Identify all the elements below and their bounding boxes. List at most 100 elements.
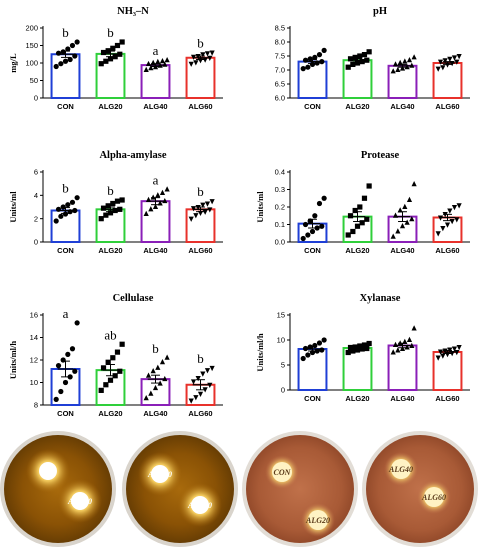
data-point <box>406 196 413 202</box>
data-point <box>164 186 170 192</box>
data-point <box>119 341 125 347</box>
y-tick-label: 200 <box>25 24 38 33</box>
data-point <box>350 348 356 354</box>
data-point <box>364 345 370 352</box>
data-point <box>305 232 311 238</box>
chart-2: pH 6.0 6.5 7.0 7.5 8.0 8.5 CON ALG20 ALG40 ALG60 <box>275 6 470 111</box>
data-point <box>197 391 204 397</box>
data-point <box>406 336 413 342</box>
data-point <box>200 52 206 58</box>
data-point <box>435 231 441 237</box>
data-point <box>69 42 76 49</box>
charts-layer: NH₃–Nmg/L050100150200CONbALG20bALG40aALG… <box>8 6 470 418</box>
y-tick-label: 6.0 <box>275 94 285 103</box>
plate-4-label-1: ALG40 <box>388 465 413 474</box>
y-tick-label: 0.3 <box>275 185 285 194</box>
data-point <box>112 54 118 60</box>
significance-letter: a <box>153 173 159 188</box>
data-point <box>392 341 399 347</box>
plate-3-disc-1 <box>272 462 292 482</box>
data-point <box>319 223 325 229</box>
data-point <box>451 205 458 211</box>
y-axis-label: Units/ml <box>255 191 265 223</box>
x-tick-label: CON <box>304 394 321 403</box>
data-point <box>207 207 213 213</box>
data-point <box>117 368 123 374</box>
x-tick-label: ALG40 <box>390 102 414 111</box>
data-point <box>148 390 154 396</box>
data-point <box>440 226 446 232</box>
data-point <box>397 59 403 65</box>
plate-3-label-2: ALG20 <box>305 516 330 525</box>
chart-1: NH₃–N mg/L 0 50 100 150 200 CON b ALG20 b ALG40 a ALG… <box>8 6 223 111</box>
data-point <box>157 380 163 386</box>
y-axis-label: Units/ml/h <box>255 333 265 372</box>
y-axis-label: Units/ml/h <box>8 341 18 380</box>
y-tick-label: 8.5 <box>275 24 285 33</box>
data-point <box>409 62 415 68</box>
data-point <box>361 342 368 348</box>
data-point <box>442 348 448 354</box>
data-point <box>354 347 361 353</box>
data-point <box>65 202 71 208</box>
data-point <box>305 64 311 70</box>
data-point <box>152 384 159 391</box>
data-point <box>319 59 325 65</box>
significance-letter: ab <box>104 327 116 342</box>
significance-letter: b <box>152 341 159 356</box>
data-point <box>119 39 125 45</box>
significance-letter: b <box>107 183 114 198</box>
data-point <box>145 372 152 378</box>
data-point <box>350 228 356 235</box>
data-point <box>345 232 351 238</box>
data-point <box>390 233 396 239</box>
y-tick-label: 0 <box>34 238 38 247</box>
data-point <box>188 398 194 404</box>
plate-1-disc-2 <box>71 492 89 510</box>
data-point <box>347 213 354 219</box>
data-point <box>209 50 215 56</box>
data-point <box>300 235 306 242</box>
data-point <box>72 368 78 374</box>
data-point <box>55 363 62 369</box>
data-point <box>300 355 306 362</box>
data-point <box>402 58 408 64</box>
data-point <box>114 198 121 204</box>
data-point <box>143 210 149 216</box>
data-point <box>361 195 368 201</box>
data-point <box>316 340 323 346</box>
data-point <box>364 216 370 222</box>
data-point <box>312 213 318 219</box>
x-tick-label: CON <box>57 246 74 255</box>
data-point <box>62 379 69 386</box>
y-tick-label: 12 <box>30 356 38 365</box>
significance-letter: b <box>62 181 69 196</box>
x-tick-label: ALG60 <box>435 246 459 255</box>
y-tick-label: 8.0 <box>275 38 285 47</box>
data-point <box>354 223 361 229</box>
chart-5: Cellulase Units/ml/h 8 10 12 14 16 CON a ALG20 ab A… <box>8 293 223 418</box>
significance-letter: b <box>197 36 204 51</box>
data-point <box>67 56 73 63</box>
data-point <box>150 194 156 200</box>
data-point <box>202 57 208 63</box>
data-point <box>411 325 417 331</box>
data-point <box>155 192 161 198</box>
data-point <box>159 58 166 64</box>
data-point <box>193 60 199 66</box>
data-point <box>442 58 448 64</box>
y-tick-label: 15 <box>277 311 285 320</box>
x-tick-label: ALG40 <box>143 409 167 418</box>
significance-letter: a <box>153 43 159 58</box>
data-point <box>110 200 116 207</box>
data-point <box>350 61 356 67</box>
data-point <box>143 395 149 401</box>
data-point <box>162 197 168 204</box>
data-point <box>200 202 206 208</box>
y-tick-label: 7.5 <box>275 52 285 61</box>
data-point <box>60 49 66 55</box>
data-point <box>305 352 311 358</box>
data-point <box>366 340 372 347</box>
chart-3: Alpha-amylase Units/ml 0 2 4 6 CON b ALG20 b ALG40… <box>8 150 223 255</box>
data-point <box>347 56 354 62</box>
